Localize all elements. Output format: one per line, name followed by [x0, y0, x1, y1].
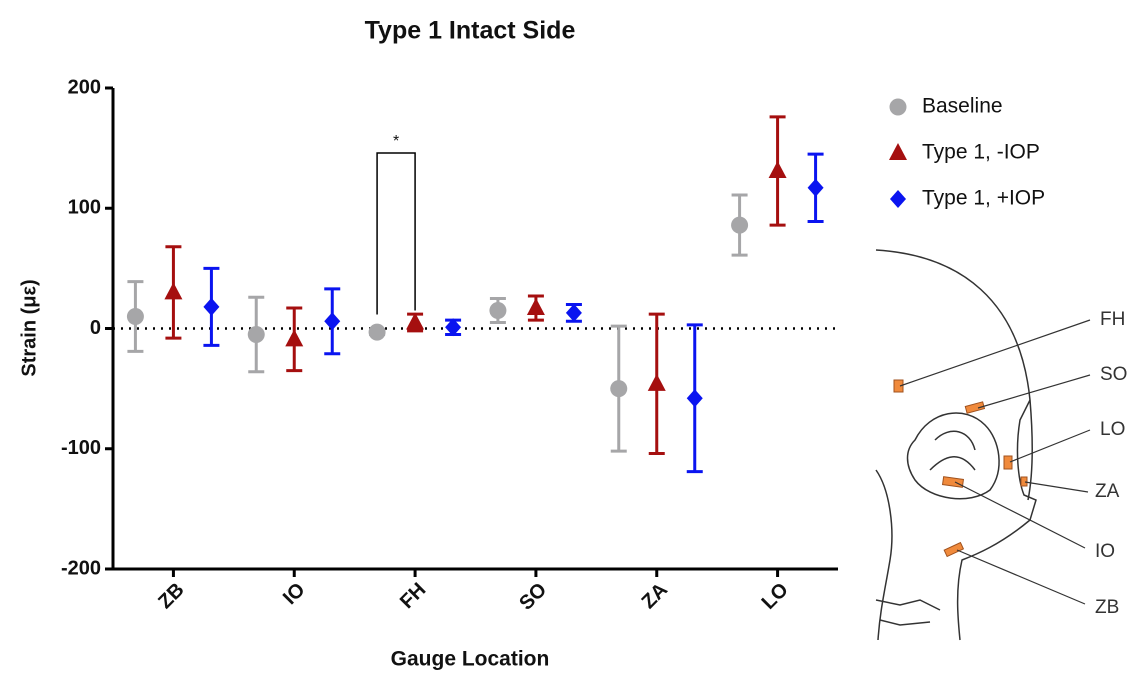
marker	[565, 303, 582, 322]
marker	[126, 307, 144, 325]
marker	[889, 98, 907, 116]
y-tick-label: -100	[61, 437, 101, 459]
gauge-label: SO	[1100, 364, 1127, 385]
gauge-label: IO	[1095, 541, 1115, 562]
marker	[203, 297, 220, 316]
marker	[247, 326, 265, 344]
marker	[768, 160, 787, 178]
gauges	[893, 379, 1028, 558]
marker	[324, 312, 341, 331]
gauge-label: ZB	[1095, 597, 1119, 618]
y-tick-label: 0	[90, 317, 101, 339]
chart-title: Type 1 Intact Side	[365, 17, 576, 45]
marker	[807, 178, 824, 197]
legend-label: Baseline	[922, 95, 1003, 118]
marker	[368, 323, 386, 341]
x-tick-label: ZB	[154, 579, 188, 613]
marker	[890, 190, 906, 208]
x-tick-label: ZA	[638, 579, 672, 613]
marker	[889, 143, 907, 160]
gauge-label: LO	[1100, 419, 1125, 440]
y-tick-label: 200	[68, 76, 101, 98]
legend-label: Type 1, +IOP	[922, 187, 1045, 210]
marker	[731, 216, 749, 234]
marker	[686, 389, 703, 408]
marker	[526, 298, 545, 316]
significance-bracket	[376, 152, 416, 315]
skull-diagram	[875, 249, 1037, 641]
marker	[647, 373, 666, 391]
x-tick-label: LO	[758, 579, 793, 614]
gauge-label: ZA	[1095, 481, 1120, 502]
y-axis-title: Strain (με)	[18, 279, 40, 376]
marker	[164, 282, 183, 300]
significance-label: *	[393, 133, 399, 150]
x-tick-label: IO	[279, 579, 309, 609]
marker	[610, 380, 628, 398]
legend-label: Type 1, -IOP	[922, 141, 1040, 164]
x-tick-label: SO	[515, 579, 551, 615]
x-axis-title: Gauge Location	[391, 648, 550, 671]
marker	[489, 301, 507, 319]
x-tick-label: FH	[396, 579, 430, 613]
marker	[445, 318, 462, 337]
gauge-leaders	[899, 319, 1091, 605]
marker	[285, 329, 304, 347]
gauge-label: FH	[1100, 309, 1125, 330]
marker	[406, 312, 425, 330]
y-tick-label: -200	[61, 557, 101, 579]
y-tick-label: 100	[68, 197, 101, 219]
